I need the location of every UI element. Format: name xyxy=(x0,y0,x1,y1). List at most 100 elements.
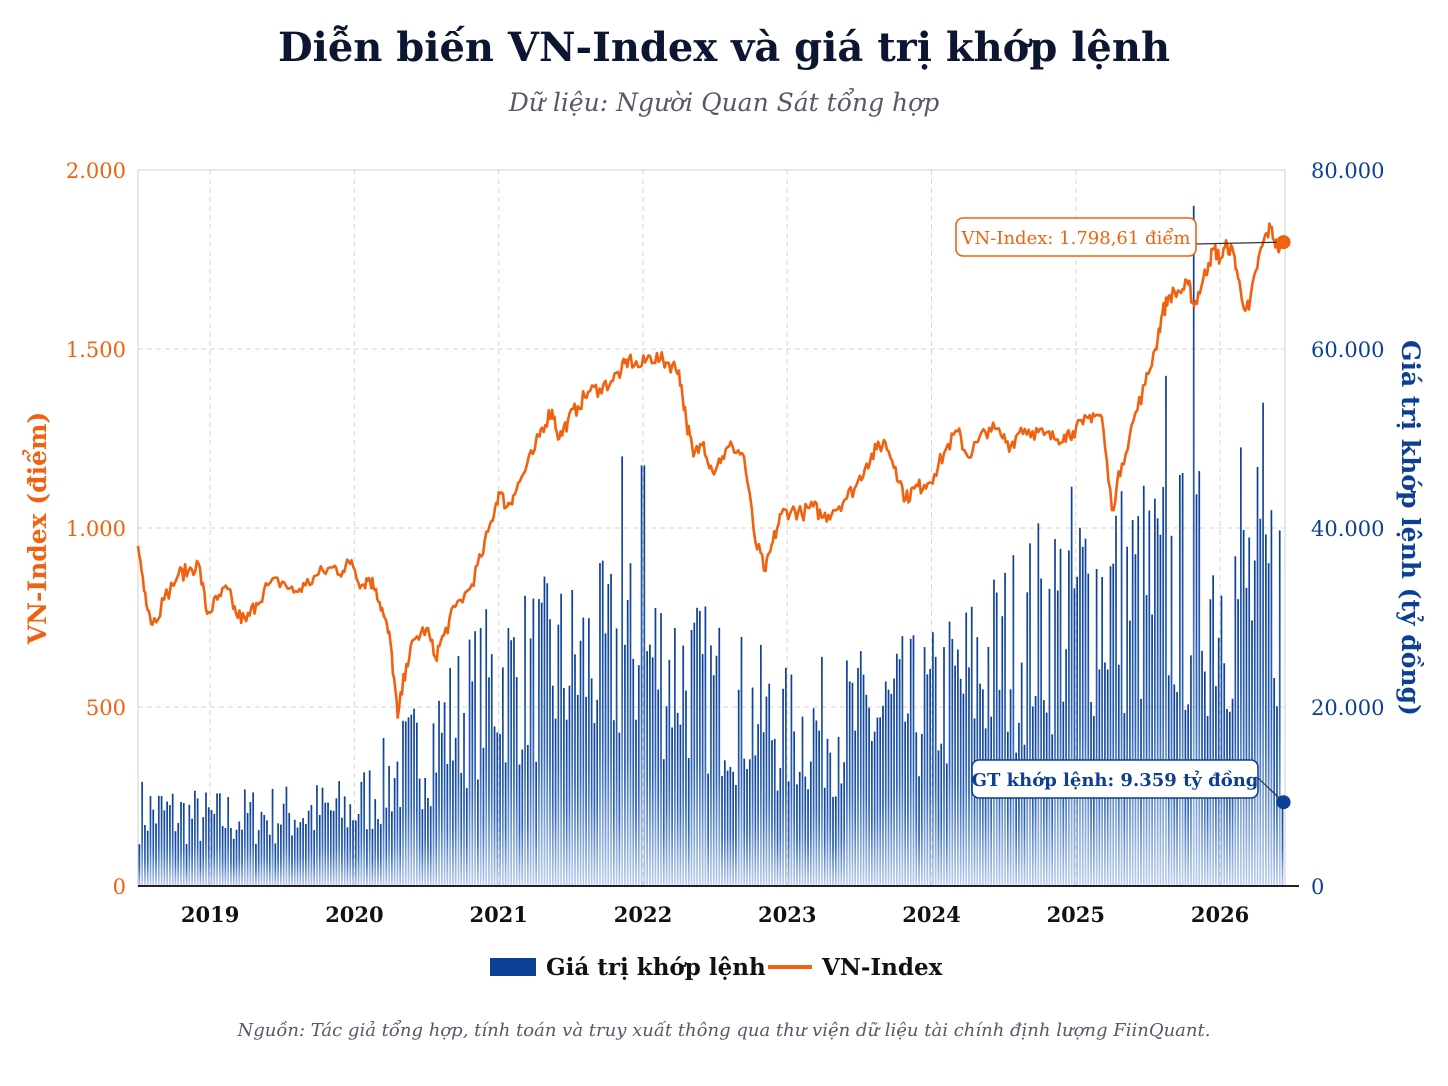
volume-bar xyxy=(271,788,274,886)
volume-bar xyxy=(1101,576,1104,886)
volume-bar xyxy=(1004,572,1006,886)
volume-bar xyxy=(685,690,687,886)
volume-bar xyxy=(482,747,485,886)
legend: Giá trị khớp lệnh VN-Index xyxy=(490,954,943,981)
volume-bar xyxy=(515,677,518,886)
volume-bar xyxy=(818,730,821,886)
volume-bar xyxy=(468,639,471,886)
volume-bar xyxy=(180,802,182,886)
volume-bar xyxy=(729,766,732,886)
volume-bar xyxy=(507,627,510,886)
volume-bar xyxy=(793,731,796,886)
volume-bar xyxy=(543,576,546,886)
volume-bar xyxy=(1178,474,1181,886)
volume-bar xyxy=(490,654,493,886)
volume-bar xyxy=(415,722,418,886)
volume-bar xyxy=(804,776,807,886)
volume-bar xyxy=(1245,587,1248,886)
x-tick-label: 2024 xyxy=(902,902,960,927)
volume-bar xyxy=(568,685,571,886)
volume-bar xyxy=(499,733,501,886)
volume-bar xyxy=(510,640,513,886)
volume-bar xyxy=(1281,802,1284,886)
vnindex-series-line xyxy=(136,222,1285,719)
volume-bar xyxy=(643,465,646,886)
volume-bar xyxy=(349,804,352,886)
volume-bar xyxy=(424,777,427,886)
index-callout-leader xyxy=(1194,241,1284,245)
volume-bar xyxy=(374,799,377,886)
volume-bar xyxy=(1059,548,1062,886)
volume-bar xyxy=(973,718,976,886)
volume-bar xyxy=(710,645,712,886)
volume-bar xyxy=(1026,592,1029,886)
volume-bar xyxy=(321,787,324,886)
volume-bar xyxy=(840,783,843,886)
volume-bar xyxy=(748,759,751,886)
volume-bar xyxy=(671,727,673,886)
volume-bar xyxy=(854,730,857,886)
volume-bar xyxy=(843,762,845,886)
volume-bar xyxy=(1148,510,1151,886)
volume-bar xyxy=(207,807,210,886)
volume-bar xyxy=(1068,550,1070,886)
volume-bar xyxy=(246,812,249,886)
volume-bar xyxy=(696,607,698,886)
volume-bar xyxy=(560,593,562,886)
volume-bar xyxy=(188,804,191,886)
volume-bar xyxy=(163,810,166,886)
volume-bar xyxy=(457,656,460,886)
volume-bar xyxy=(155,823,157,886)
x-tick-label: 2021 xyxy=(469,902,527,927)
volume-bar xyxy=(862,674,865,886)
volume-bar xyxy=(909,638,912,886)
volume-bar xyxy=(526,744,529,886)
volume-bar xyxy=(679,724,682,886)
volume-bar xyxy=(1129,620,1131,886)
volume-bar xyxy=(485,609,488,886)
volume-bar xyxy=(268,834,271,886)
volume-bar xyxy=(751,687,754,886)
volume-bar xyxy=(563,687,565,886)
volume-bar xyxy=(1234,556,1237,886)
volume-bar xyxy=(890,693,893,886)
volume-bar xyxy=(146,830,149,886)
volume-bar xyxy=(285,786,288,886)
volume-bar xyxy=(1237,599,1239,886)
volume-bar xyxy=(740,636,743,886)
volume-bar xyxy=(698,610,701,886)
volume-bar xyxy=(1070,486,1073,886)
right-axis-title: Giá trị khớp lệnh (tỷ đồng) xyxy=(1396,340,1425,716)
volume-bar xyxy=(352,820,354,886)
legend-swatch-volume xyxy=(490,958,536,976)
vnindex-line xyxy=(136,222,1285,719)
volume-bar xyxy=(232,838,235,886)
volume-callout-label: GT khớp lệnh: 9.359 tỷ đồng xyxy=(972,769,1259,791)
volume-bar xyxy=(418,778,421,886)
volume-bar xyxy=(194,790,196,886)
volume-bar xyxy=(665,706,668,886)
volume-bar xyxy=(701,654,704,886)
right-tick-label: 80.000 xyxy=(1311,159,1384,183)
volume-bar xyxy=(138,844,141,886)
volume-bar xyxy=(590,678,593,886)
volume-bar xyxy=(338,781,341,886)
volume-bar xyxy=(959,678,962,886)
volume-bar xyxy=(726,770,729,886)
volume-bar xyxy=(1262,402,1264,886)
left-tick-label: 500 xyxy=(86,696,126,720)
volume-bar xyxy=(521,749,524,886)
volume-bar xyxy=(410,714,413,886)
volume-bar xyxy=(243,789,246,886)
volume-bar xyxy=(607,583,610,886)
volume-bar xyxy=(263,814,266,886)
volume-bar xyxy=(640,465,643,886)
volume-bar xyxy=(915,732,918,886)
volume-bar xyxy=(765,696,768,886)
volume-bar xyxy=(1081,546,1084,886)
volume-bar xyxy=(438,700,440,886)
volume-bar xyxy=(160,796,163,886)
volume-bar xyxy=(1054,539,1056,886)
volume-bar xyxy=(1073,588,1076,886)
volume-bar xyxy=(391,811,393,886)
